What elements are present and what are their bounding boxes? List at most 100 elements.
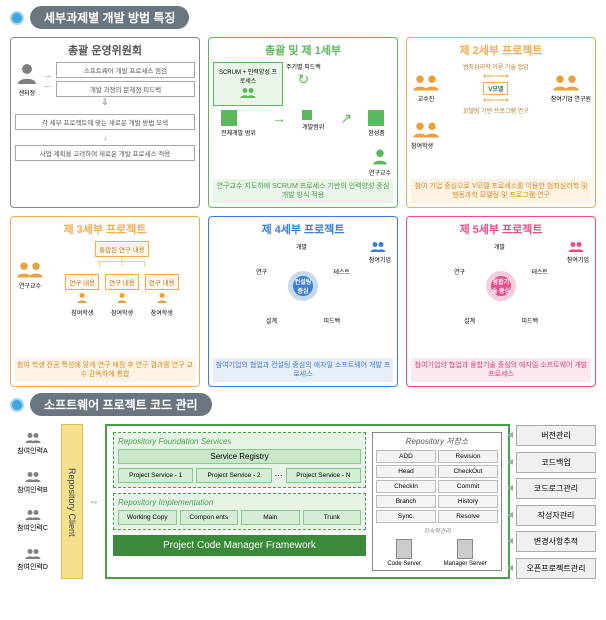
cycle-feedback: 주기별 피드백 ↻ (286, 62, 321, 88)
person-icon (371, 148, 389, 168)
scope-full-label: 전체개발 범위 (221, 131, 256, 137)
cell-commit: Commit (438, 480, 498, 493)
cell-sync: Sync. (376, 510, 436, 523)
working-copy: Working Copy (118, 510, 177, 525)
ext-codelog: 코드로그관리 (516, 478, 596, 499)
repo-client-bar: Repository Client (61, 424, 83, 579)
arrow-icon: → (272, 110, 286, 137)
product: 완성품 (368, 110, 385, 137)
panel-footer: 참여 학생 전공 특성에 맞게 연구 배정 후 연구 결과를 연구 교수 감독하… (15, 358, 195, 382)
main: Main (241, 510, 300, 525)
panel-footer: 연구교수 지도하에 SCRUM 프로세스 기반의 인력양성 중심 개발 방식 적… (213, 179, 393, 203)
prof-label: 연구교수 (369, 168, 391, 177)
cell-head: Head (376, 465, 436, 478)
collab-text: 범죄심리학 이론 기술 협업 (444, 62, 548, 71)
method-search-box: 각 세부 프로젝트에 맞는 새로운 개발 방법 모색 (15, 114, 195, 130)
research-box: 연구 내용 (145, 274, 179, 290)
research-box: 연구 내용 (105, 274, 139, 290)
panel-sub4: 제 4세부 프로젝트 참여기업 개발 테스트 피드백 설계 연구 컨설팅 중심 … (208, 216, 398, 387)
cell-resolve: Resolve (438, 510, 498, 523)
person-icon (156, 292, 168, 306)
user-label: 참여인력A (17, 448, 47, 455)
vmodel-box: V모델 (483, 82, 508, 95)
consulting-center: 컨설팅 중심 (288, 271, 318, 301)
panel-governance: 총괄 운영위원회 센터장 →← 소프트웨어 개발 프로세스 점검 개발 과정의 … (10, 37, 200, 208)
person-icon (27, 261, 45, 281)
feedback-box: 개발 과정의 문제점 피드백 (56, 81, 195, 97)
cube-icon (302, 110, 312, 120)
arrows-icon: →← (43, 70, 52, 90)
user-a: 참여인력A (10, 432, 55, 456)
arrow-icon: ↗ (340, 110, 352, 137)
person-icon (76, 292, 88, 306)
person-icon (375, 241, 387, 255)
users-column: 참여인력A 참여인력B 참여인력C 참여인력D (10, 424, 55, 579)
user-c: 참여인력C (10, 509, 55, 533)
student-label: 참여학생 (151, 308, 173, 317)
manager-server-label: Manager Server (444, 561, 487, 567)
mgmt-label: 지속적관리 (376, 526, 498, 535)
integrated-research-box: 통합된 연구 내용 (95, 241, 148, 257)
arrow-icon: ⟵⟶ (444, 71, 548, 82)
repo-main: Repository Foundation Services Service R… (105, 424, 510, 579)
panel-footer: 참여기업의 협업과 융합기술 중심의 애자일 소프트웨어 개발 프로세스 (411, 358, 591, 382)
ext-changes: 변경사항추적 (516, 531, 596, 552)
panel-title: 제 4세부 프로젝트 (213, 221, 393, 237)
scope-dev-label: 개발범위 (302, 125, 324, 131)
code-server: Code Server (387, 539, 421, 567)
components: Compon ents (180, 510, 239, 525)
ext-author: 작성자관리 (516, 505, 596, 526)
service-registry: Service Registry (118, 449, 361, 464)
person-icon (423, 74, 441, 94)
service-1: Project Service - 1 (118, 468, 193, 483)
cell-checkin: CheckIn (376, 480, 436, 493)
impl-title: Repository Implementation (118, 498, 361, 507)
repo-store: Repository 저장소 ADD Revision Head CheckOu… (372, 432, 502, 571)
panel-title: 제 2세부 프로젝트 (411, 42, 591, 58)
manager-server: Manager Server (444, 539, 487, 567)
panel-sub3: 제 3세부 프로젝트 연구교수 통합된 연구 내용 ┌───┼───┐ 연구 내… (10, 216, 200, 387)
faculty-label: 교수진 (411, 94, 441, 103)
down-arrow-icon: ⇓ (15, 97, 195, 108)
down-arrow-icon: ↓ (15, 133, 195, 142)
cell-add: ADD (376, 450, 436, 463)
person-icon (15, 62, 39, 88)
person-icon (423, 121, 441, 141)
service-2: Project Service - 2 (196, 468, 271, 483)
design-label: 설계 (263, 315, 280, 326)
feedback-label: 피드백 (320, 315, 343, 326)
person-icon (245, 87, 257, 101)
research-label: 연구 (253, 266, 270, 277)
server-icon (396, 539, 412, 559)
research-label: 연구 (451, 266, 468, 277)
person-icon (30, 432, 42, 446)
center-head-label: 센터장 (15, 88, 39, 97)
test-label: 테스트 (528, 266, 551, 277)
user-label: 참여인력B (17, 487, 47, 494)
dev-label: 개발 (293, 241, 310, 252)
ellipsis-icon: ⋯ (275, 471, 283, 480)
panel-sub5: 제 5세부 프로젝트 참여기업 개발 테스트 피드백 설계 연구 융합기술 중심… (406, 216, 596, 387)
product-label: 완성품 (368, 131, 385, 137)
modeling-text: 모델링 기반 프로그램 연구 (444, 106, 548, 115)
foundation-title: Repository Foundation Services (118, 437, 361, 446)
service-n: Project Service - N (286, 468, 361, 483)
panel-footer: 참여 기업 중심으로 V모델 프로세스를 이용한 범죄심리학 및 행동과학 모델… (411, 179, 591, 203)
ext-openproject: 오픈프로젝트관리 (516, 558, 596, 579)
person-icon (30, 548, 42, 562)
cube-icon (221, 110, 237, 126)
person-icon (30, 509, 42, 523)
ext-backup: 코드백업 (516, 452, 596, 473)
process-apply-box: 사업 계획을 고려하여 새로운 개발 프로세스 적용 (15, 145, 195, 161)
user-label: 참여인력D (17, 564, 48, 571)
user-label: 참여인력C (17, 525, 48, 532)
store-title: Repository 저장소 (376, 436, 498, 447)
implementation-box: Repository Implementation Working Copy C… (113, 493, 366, 530)
section1-header: 세부과제별 개발 방법 특징 (10, 6, 606, 29)
framework-bar: Project Code Manager Framework (113, 535, 366, 556)
feedback-label: 피드백 (518, 315, 541, 326)
trunk: Trunk (303, 510, 362, 525)
student-label: 참여학생 (411, 141, 591, 150)
code-server-label: Code Server (387, 561, 421, 567)
cell-history: History (438, 495, 498, 508)
